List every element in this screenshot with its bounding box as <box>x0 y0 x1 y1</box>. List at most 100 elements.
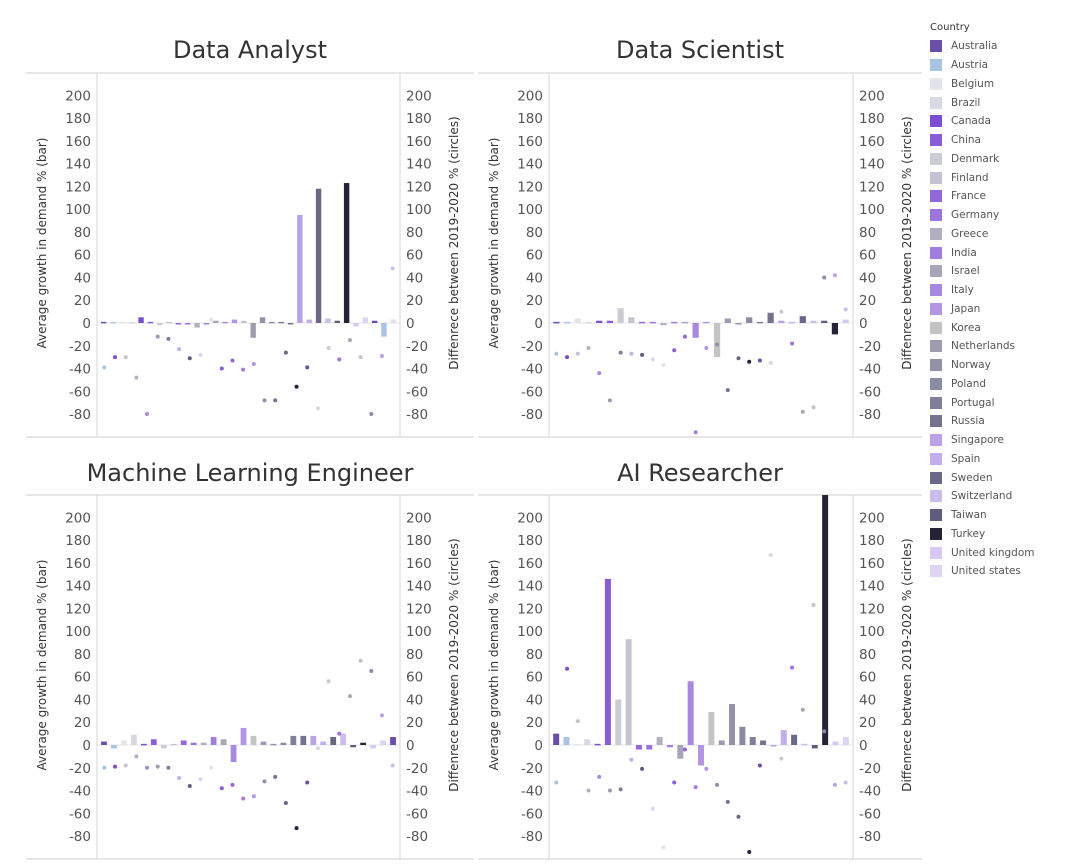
legend-item[interactable]: Poland <box>930 375 1070 394</box>
legend-item[interactable]: Taiwan <box>930 506 1070 525</box>
y-tick-label-left: 120 <box>517 179 543 195</box>
circle-point <box>198 777 203 782</box>
bar <box>646 745 653 750</box>
legend-swatch <box>930 284 942 297</box>
legend-item[interactable]: Norway <box>930 356 1070 375</box>
legend-item[interactable]: Japan <box>930 300 1070 319</box>
y-tick-label-left: 120 <box>65 179 91 195</box>
y-tick-label-left: -60 <box>521 806 543 822</box>
legend-item[interactable]: India <box>930 243 1070 262</box>
bar <box>240 727 247 745</box>
y-tick-label-right: 20 <box>406 715 423 731</box>
y-tick-label-right: 0 <box>406 316 415 332</box>
bar <box>810 320 817 323</box>
legend-item[interactable]: Korea <box>930 318 1070 337</box>
legend-item[interactable]: Finland <box>930 168 1070 187</box>
legend-item[interactable]: Spain <box>930 450 1070 469</box>
legend-label: Switzerland <box>951 490 1013 503</box>
legend-item[interactable]: United kingdom <box>930 543 1070 562</box>
legend-item[interactable]: Italy <box>930 281 1070 300</box>
circle-point <box>326 346 331 351</box>
bar <box>150 739 157 745</box>
legend-items: Australia Austria Belgium Brazil Canada China… <box>930 37 1070 581</box>
bar <box>250 735 257 745</box>
bar <box>260 741 267 745</box>
y-tick-label-right: 120 <box>859 601 885 617</box>
circle-point <box>369 412 374 417</box>
legend-label: Norway <box>951 359 991 372</box>
legend-item[interactable]: Denmark <box>930 150 1070 169</box>
circle-point <box>251 361 256 366</box>
circle-point <box>693 430 698 435</box>
legend-item[interactable]: Russia <box>930 412 1070 431</box>
circle-point <box>715 782 720 787</box>
legend-item[interactable]: Austria <box>930 56 1070 75</box>
legend-item[interactable]: Australia <box>930 37 1070 56</box>
legend-label: Singapore <box>951 434 1004 447</box>
circle-point <box>575 719 580 724</box>
bar <box>656 737 663 745</box>
legend-item[interactable]: Belgium <box>930 75 1070 94</box>
y-tick-label-left: 140 <box>517 579 543 595</box>
legend-item[interactable]: Canada <box>930 112 1070 131</box>
circle-point <box>607 398 612 403</box>
y-tick-label-right: 100 <box>406 202 432 218</box>
legend-item[interactable]: Brazil <box>930 93 1070 112</box>
bar <box>315 188 322 323</box>
legend-item[interactable]: China <box>930 131 1070 150</box>
legend-item[interactable]: Turkey <box>930 525 1070 544</box>
legend-item[interactable]: Germany <box>930 206 1070 225</box>
bar <box>628 317 635 323</box>
bar <box>203 323 210 325</box>
bar <box>360 742 367 745</box>
legend-item[interactable]: Israel <box>930 262 1070 281</box>
y-tick-label-left: -20 <box>69 339 91 355</box>
bar <box>842 319 849 323</box>
bar <box>635 745 642 750</box>
y-tick-label-right: -40 <box>859 362 881 378</box>
legend-item[interactable]: United states <box>930 562 1070 581</box>
y-tick-label-right: 120 <box>859 179 885 195</box>
bar <box>625 639 632 745</box>
y-tick-label-left: 20 <box>74 715 91 731</box>
legend-item[interactable]: Sweden <box>930 468 1070 487</box>
legend-label: Greece <box>951 227 989 240</box>
y-tick-label-left: -40 <box>521 784 543 800</box>
circle-point <box>725 799 730 804</box>
legend-swatch <box>930 546 942 559</box>
bar <box>553 733 560 745</box>
country-legend: Country Australia Austria Belgium Brazil Can… <box>930 22 1070 581</box>
y-tick-label-right: 160 <box>859 556 885 572</box>
legend-item[interactable]: Switzerland <box>930 487 1070 506</box>
legend-swatch <box>930 490 942 503</box>
bar <box>381 323 387 337</box>
circle-point <box>811 405 816 410</box>
bar <box>160 745 167 749</box>
circle-point <box>736 356 741 361</box>
circle-point <box>113 764 118 769</box>
y-tick-label-right: 200 <box>406 510 432 526</box>
bar <box>175 323 182 325</box>
bar <box>573 743 580 746</box>
bar <box>799 316 806 323</box>
y-tick-label-left: 200 <box>517 88 543 104</box>
legend-item[interactable]: Netherlands <box>930 337 1070 356</box>
bar <box>138 317 144 323</box>
y-tick-label-right: 100 <box>859 624 885 640</box>
chart-title: AI Researcher <box>617 459 783 487</box>
y-tick-label-right: -60 <box>859 384 881 400</box>
bar <box>330 737 337 745</box>
y-tick-label-left: 60 <box>74 248 91 264</box>
legend-item[interactable]: Portugal <box>930 393 1070 412</box>
bar <box>213 320 219 323</box>
bar <box>300 735 307 745</box>
y-tick-label-left: -60 <box>521 384 543 400</box>
y-tick-label-left: -20 <box>521 761 543 777</box>
legend-item[interactable]: Greece <box>930 225 1070 244</box>
legend-item[interactable]: France <box>930 187 1070 206</box>
legend-item[interactable]: Singapore <box>930 431 1070 450</box>
y-tick-label-right: 180 <box>859 533 885 549</box>
bar <box>708 711 715 745</box>
bar <box>801 743 808 746</box>
